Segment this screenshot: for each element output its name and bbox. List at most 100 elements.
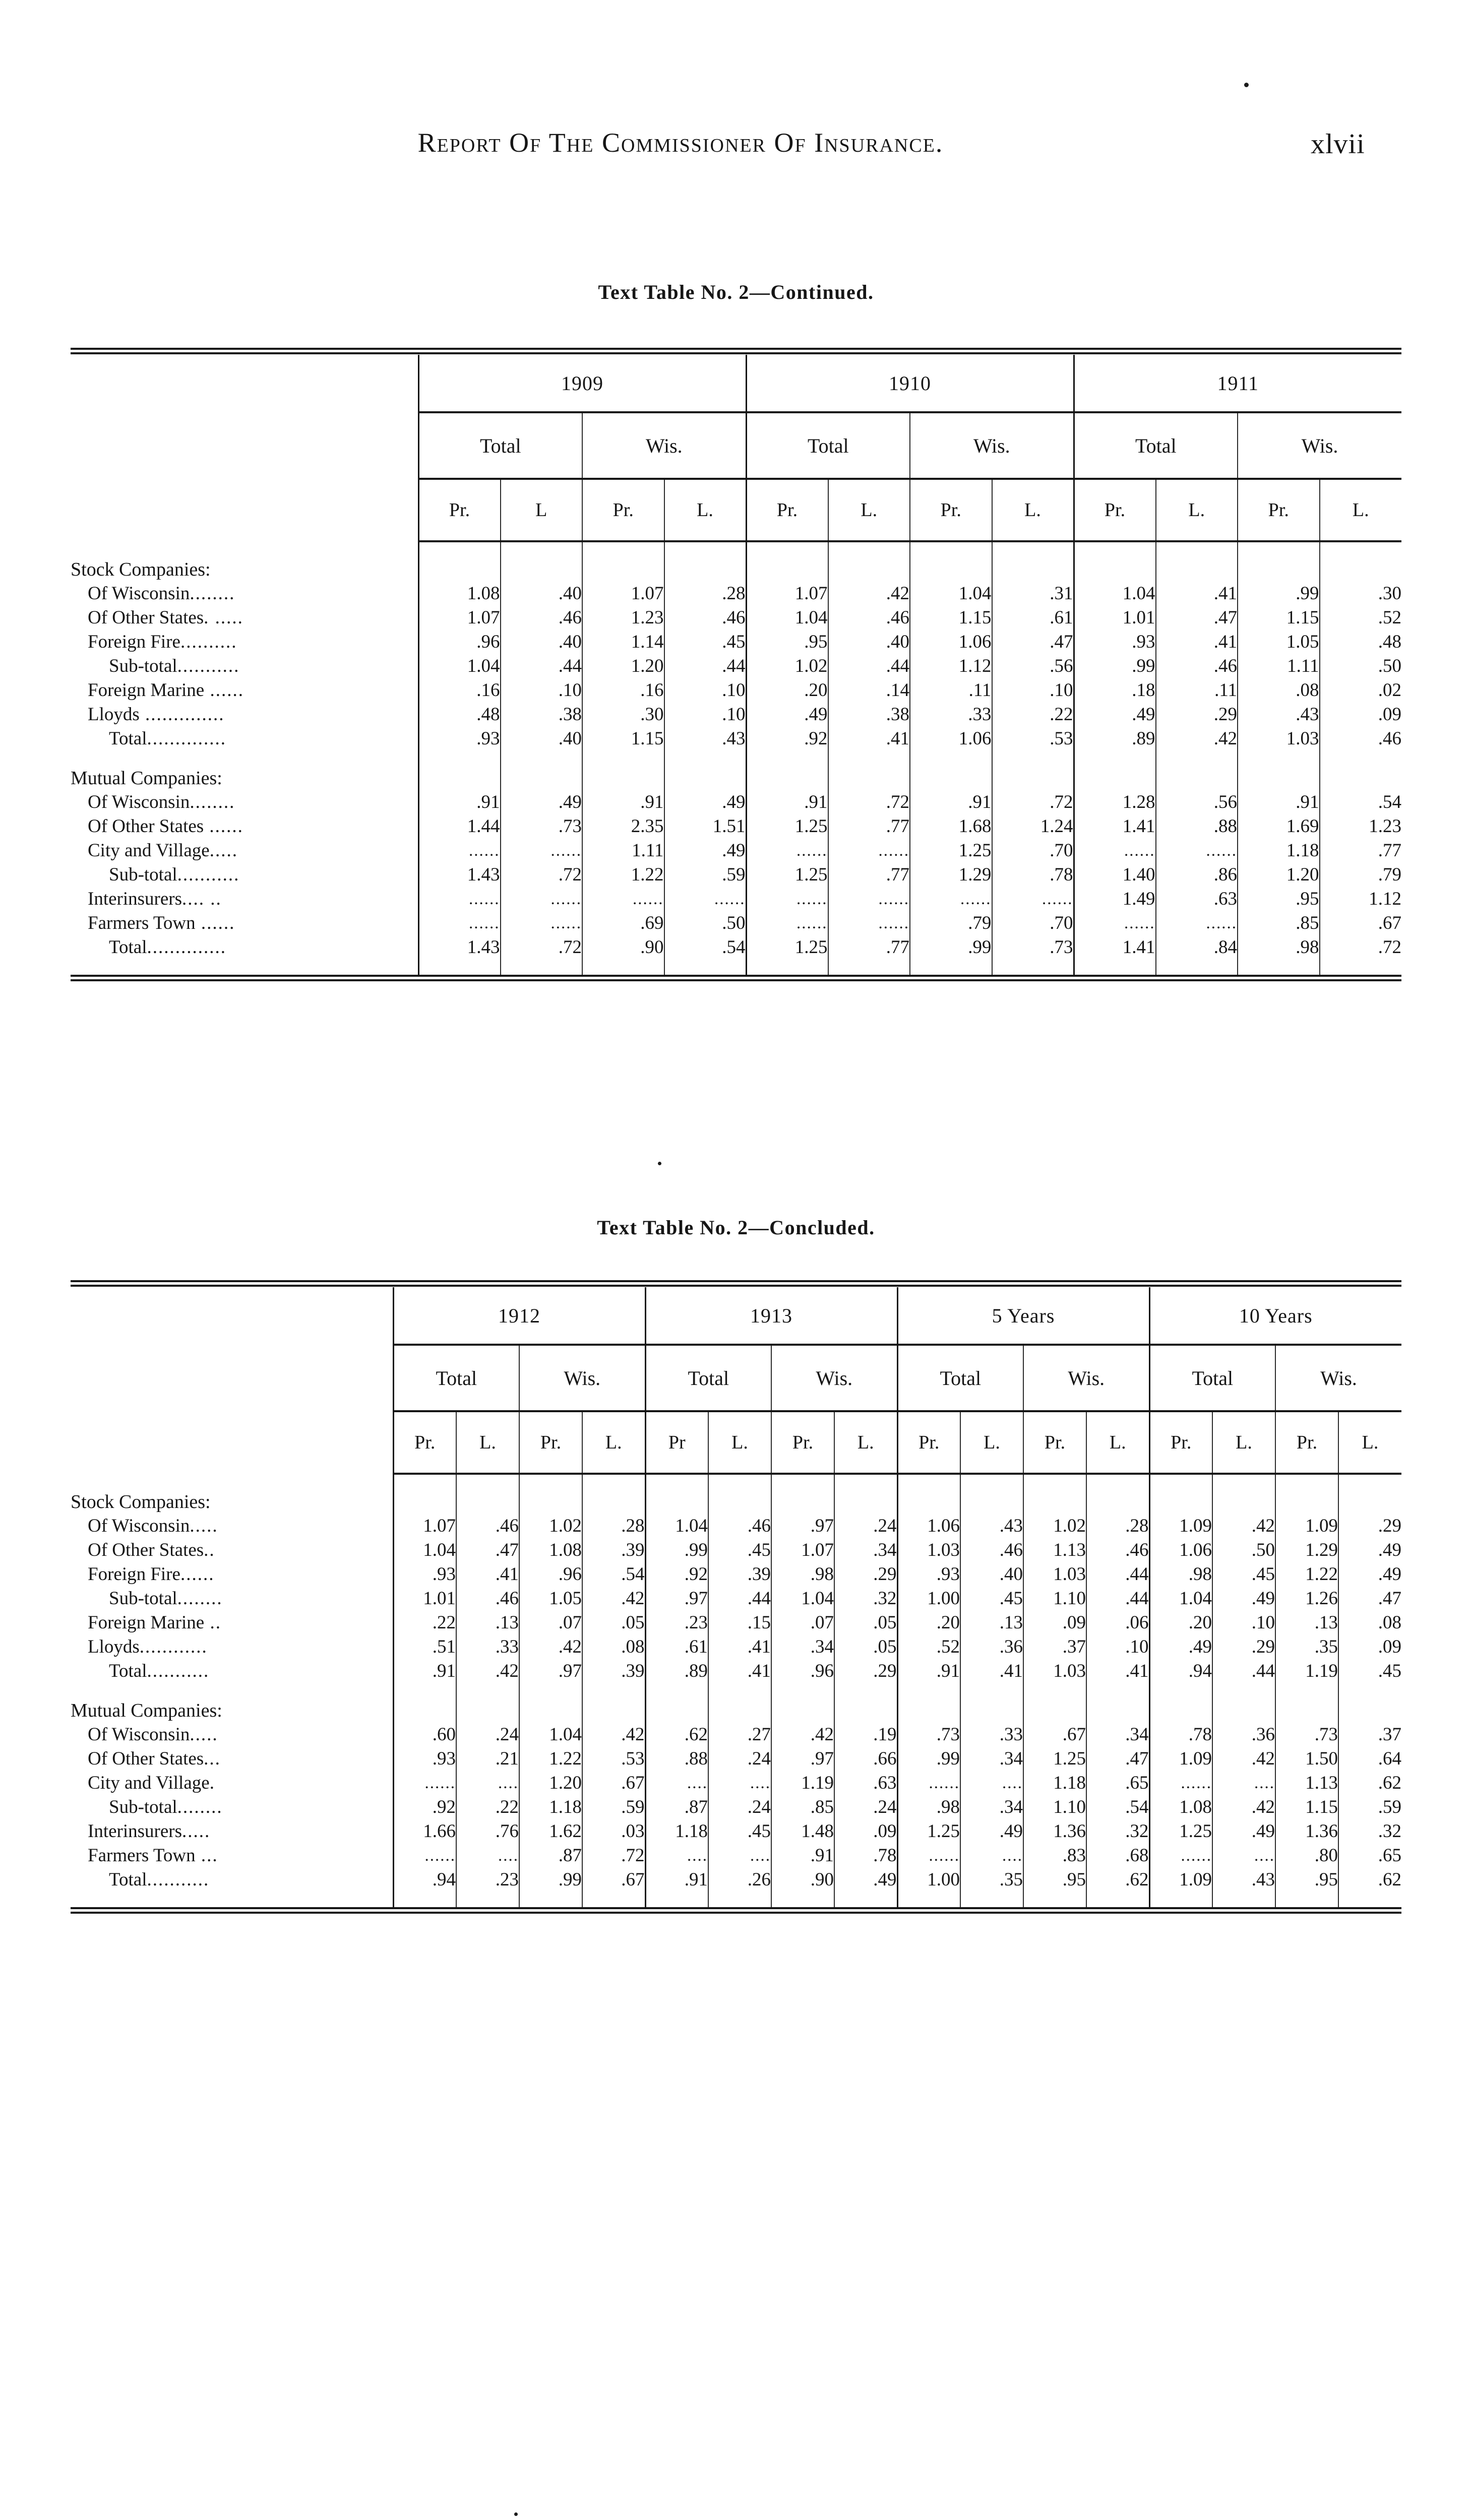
leader-dots: ...	[204, 1748, 221, 1769]
data-cell: .62	[1338, 1868, 1401, 1892]
row-label: Total..............	[71, 727, 419, 751]
table-row: Of Other States.. 1.04.47 1.08.39.99.45 1.0…	[71, 1538, 1401, 1562]
data-cell: .89	[1073, 727, 1156, 751]
data-cell: .41	[1155, 582, 1238, 606]
empty-cell	[708, 1698, 771, 1723]
spacer-cell	[909, 541, 992, 557]
data-cell: .42	[519, 1635, 582, 1659]
no-data-cell: ......	[1148, 1771, 1212, 1795]
data-cell: 1.20	[582, 654, 664, 678]
no-data-cell: ......	[827, 911, 910, 935]
data-cell: 1.07	[417, 606, 501, 630]
leader-dots: ...........	[177, 864, 240, 885]
data-cell: .95	[1237, 887, 1320, 911]
data-cell: .45	[1212, 1562, 1275, 1587]
data-cell: .87	[644, 1795, 708, 1819]
column-group-header: 1913	[644, 1287, 897, 1346]
scope-header-total: Total	[417, 412, 582, 480]
data-cell: 1.04	[909, 582, 992, 606]
data-cell: .59	[582, 1795, 645, 1819]
measure-header: Pr.	[1237, 479, 1320, 542]
data-cell: .49	[960, 1819, 1023, 1844]
data-cell: .10	[663, 678, 746, 703]
section-title: Mutual Companies:	[71, 766, 419, 790]
data-cell: .31	[991, 582, 1074, 606]
data-cell: .14	[827, 678, 910, 703]
empty-cell	[896, 1698, 960, 1723]
data-cell: .39	[582, 1659, 645, 1683]
section-gap	[827, 751, 910, 766]
data-cell: .16	[582, 678, 664, 703]
table-row: Total........... .94.23.99.67.91.26.90.49…	[71, 1868, 1401, 1892]
spacer-cell	[1023, 1892, 1086, 1907]
data-cell: .47	[456, 1538, 519, 1562]
data-cell: 1.50	[1275, 1747, 1338, 1771]
data-cell: .44	[1212, 1659, 1275, 1683]
no-data-cell: ......	[500, 839, 582, 863]
column-group-header: 1912	[392, 1287, 645, 1346]
table-row: Of Other States... .93.21 1.22.53.88.24.97…	[71, 1747, 1401, 1771]
data-cell: .38	[500, 703, 582, 727]
table-row: Sub-total........... 1.04.44 1.20.44 1.02.4…	[71, 654, 1401, 678]
empty-cell	[960, 1698, 1023, 1723]
data-cell: .92	[392, 1795, 456, 1819]
leader-dots: ...........	[177, 656, 240, 676]
data-cell: .98	[771, 1562, 834, 1587]
data-cell: .11	[1155, 678, 1238, 703]
data-cell: .05	[582, 1611, 645, 1635]
data-cell: .76	[456, 1819, 519, 1844]
scope-header-wis: Wis.	[519, 1345, 645, 1412]
measure-header: L.	[991, 479, 1074, 542]
empty-cell	[1023, 1490, 1086, 1514]
data-cell: .88	[644, 1747, 708, 1771]
data-cell: .27	[708, 1723, 771, 1747]
spacer-cell	[1275, 1892, 1338, 1907]
leader-dots: .....	[190, 1516, 218, 1536]
data-cell: .90	[582, 935, 664, 960]
spacer-cell	[1319, 960, 1401, 975]
data-cell: .67	[582, 1771, 645, 1795]
data-cell: .50	[1212, 1538, 1275, 1562]
data-cell: .44	[827, 654, 910, 678]
data-cell: 1.15	[1275, 1795, 1338, 1819]
data-cell: .24	[708, 1795, 771, 1819]
spacer-cell	[1237, 541, 1320, 557]
empty-cell	[834, 1698, 897, 1723]
data-cell: .22	[456, 1795, 519, 1819]
scope-header-wis: Wis.	[909, 412, 1074, 480]
data-cell: .15	[708, 1611, 771, 1635]
page-folio: xlvii	[1311, 129, 1365, 160]
measure-header: L	[500, 479, 582, 542]
data-cell: .49	[500, 790, 582, 814]
data-cell: .84	[1155, 935, 1238, 960]
section-gap	[745, 751, 828, 766]
data-cell: 1.10	[1023, 1795, 1086, 1819]
data-cell: .44	[500, 654, 582, 678]
section-gap	[71, 1683, 394, 1698]
table1-block: 1909 1910 1911 Total Wis. Total Wis. Total Wis. P…	[71, 348, 1401, 982]
data-cell: .51	[392, 1635, 456, 1659]
empty-cell	[392, 1490, 456, 1514]
data-cell: 1.04	[644, 1514, 708, 1538]
data-cell: 1.00	[896, 1868, 960, 1892]
row-label: Of Other States..	[71, 1538, 394, 1562]
spacer-cell	[582, 960, 664, 975]
measure-header: Pr	[644, 1411, 708, 1475]
data-cell: .32	[834, 1587, 897, 1611]
data-cell: 1.44	[417, 814, 501, 839]
data-cell: .22	[991, 703, 1074, 727]
leader-dots: ...........	[147, 1869, 210, 1890]
no-data-cell: ......	[417, 887, 501, 911]
empty-cell	[1073, 557, 1156, 582]
data-cell: .85	[771, 1795, 834, 1819]
spacer-cell	[392, 1474, 456, 1490]
data-cell: .63	[1155, 887, 1238, 911]
data-cell: .46	[500, 606, 582, 630]
data-cell: 1.18	[644, 1819, 708, 1844]
data-cell: .61	[644, 1635, 708, 1659]
spacer-cell	[827, 960, 910, 975]
spacer-cell	[834, 1892, 897, 1907]
no-data-cell: ....	[644, 1771, 708, 1795]
measure-header: Pr.	[1023, 1411, 1086, 1475]
section-gap	[519, 1683, 582, 1698]
